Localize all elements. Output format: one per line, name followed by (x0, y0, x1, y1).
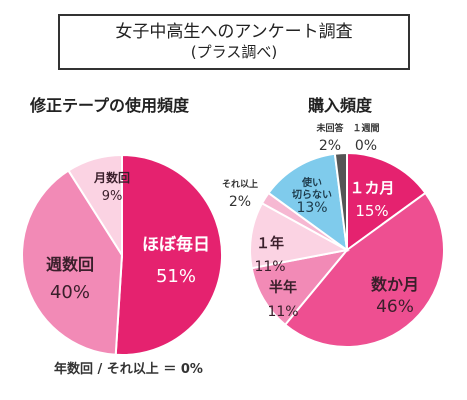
chart-2-slice-value-7: 2% (319, 138, 341, 154)
chart-2-slice-4 (249, 201, 350, 270)
chart-2-slice-7 (333, 151, 348, 251)
chart-1-slice-label-1: 週数回 (46, 255, 94, 274)
chart-2-slice-label-3: 半年 (269, 279, 297, 296)
chart-2-slice-value-2: 46% (376, 297, 414, 317)
chart-1-slice-2 (67, 153, 123, 259)
survey-title-box: 女子中高生へのアンケート調査 (プラス調べ) (58, 14, 410, 70)
chart-1-footnote: 年数回 / それ以上 ＝ 0% (54, 362, 203, 377)
chart-1-slice-label-2: 月数回 (93, 170, 130, 185)
chart-2-slice-value-1: 15% (355, 202, 388, 220)
chart-2-slice-value-0: 0% (355, 138, 377, 154)
chart-2-slice-label-7: 未回答 (315, 122, 344, 134)
chart-2-slice-label-4: １年 (256, 235, 284, 252)
chart-2-slice-1 (346, 151, 427, 252)
chart-2-slice-label-1: １カ月 (349, 179, 394, 197)
chart-2-slice-6 (267, 152, 349, 253)
chart-2-slice-label-6-a: 使い (301, 176, 322, 189)
chart-1-slice-value-1: 40% (50, 282, 90, 303)
survey-title: 女子中高生へのアンケート調査 (115, 22, 353, 42)
chart-2-slice-value-6: 13% (296, 200, 327, 216)
chart-2-slice-label-2: 数か月 (371, 275, 419, 294)
chart-1-title: 修正テープの使用頻度 (30, 96, 190, 115)
chart-1-slice-value-2: 9% (102, 189, 123, 204)
chart-2-slice-2 (283, 191, 445, 348)
chart-2-slice-value-5: 2% (229, 194, 251, 210)
chart-2-slice-label-6-b: 切らない (292, 189, 332, 201)
survey-subtitle: (プラス調べ) (190, 43, 278, 62)
chart-2-slice-label-5: それ以上 (222, 178, 258, 190)
chart-1-slice-value-0: 51% (156, 266, 196, 287)
chart-1-slice-0 (114, 153, 224, 356)
chart-2-slice-value-3: 11% (267, 304, 298, 320)
chart-2-slice-label-0: １週間 (352, 123, 379, 134)
chart-2-slice-3 (250, 248, 350, 327)
chart-1-slice-label-0: ほぼ毎日 (142, 234, 210, 255)
chart-2-slice-value-4: 11% (254, 259, 285, 275)
chart-2-title: 購入頻度 (308, 96, 373, 115)
